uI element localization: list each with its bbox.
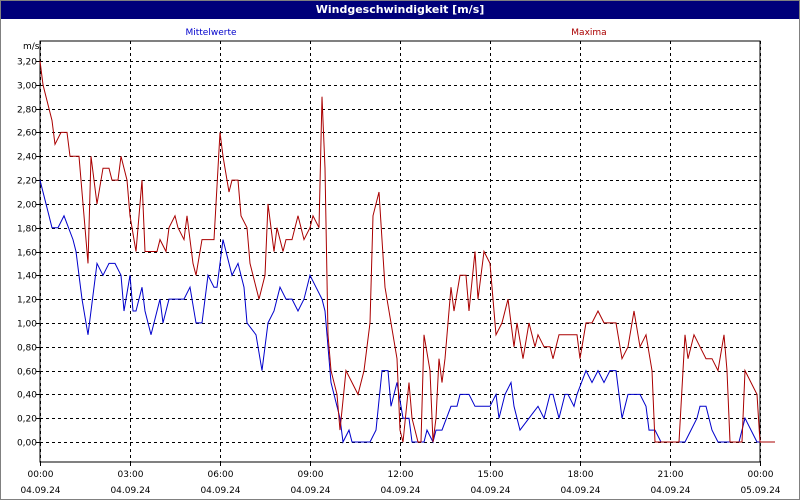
y-tick-label: 3,20 xyxy=(17,58,37,68)
y-tick-label: 2,60 xyxy=(17,129,37,139)
x-tick-label-time: 03:00 xyxy=(118,470,144,480)
x-tick-label-date: 04.09.24 xyxy=(110,486,150,496)
legend-maxima: Maxima xyxy=(571,28,606,38)
x-tick-label-date: 04.09.24 xyxy=(290,486,330,496)
x-tick-label-date: 04.09.24 xyxy=(380,486,420,496)
y-axis-label: m/s xyxy=(23,42,40,52)
y-tick-label: 1,40 xyxy=(17,272,37,282)
x-tick-label-date: 04.09.24 xyxy=(470,486,510,496)
y-tick-label: 2,80 xyxy=(17,106,37,116)
x-tick-label-date: 04.09.24 xyxy=(200,486,240,496)
x-tick-label-date: 04.09.24 xyxy=(20,486,60,496)
y-tick-label: 0,60 xyxy=(17,368,37,378)
x-tick-label-time: 15:00 xyxy=(478,470,504,480)
y-tick-label: 1,80 xyxy=(17,225,37,235)
chart-title: Windgeschwindigkeit [m/s] xyxy=(1,1,799,19)
legend-mittelwerte: Mittelwerte xyxy=(185,28,236,38)
x-tick-label-time: 21:00 xyxy=(658,470,684,480)
series-line-maxima xyxy=(39,60,775,443)
x-tick-label-date: 04.09.24 xyxy=(650,486,690,496)
y-tick-label: 1,60 xyxy=(17,249,37,259)
x-tick-label-time: 00:00 xyxy=(748,470,774,480)
x-tick-label-time: 18:00 xyxy=(568,470,594,480)
y-tick-label: 3,00 xyxy=(17,82,37,92)
y-tick-label: 2,20 xyxy=(17,177,37,187)
y-tick-label: 0,40 xyxy=(17,391,37,401)
y-tick-label: 1,20 xyxy=(17,296,37,306)
x-tick-label-date: 05.09.24 xyxy=(740,486,780,496)
y-tick-label: 2,00 xyxy=(17,201,37,211)
y-tick-label: 2,40 xyxy=(17,153,37,163)
x-tick-label-time: 06:00 xyxy=(208,470,234,480)
y-tick-label: 0,00 xyxy=(17,439,37,449)
x-tick-label-time: 12:00 xyxy=(388,470,414,480)
y-tick-label: 0,20 xyxy=(17,415,37,425)
x-tick-label-time: 00:00 xyxy=(28,470,54,480)
x-tick-label-time: 09:00 xyxy=(298,470,324,480)
series-line-mittelwerte xyxy=(39,179,760,444)
x-tick-label-date: 04.09.24 xyxy=(560,486,600,496)
y-tick-label: 0,80 xyxy=(17,344,37,354)
y-tick-label: 1,00 xyxy=(17,320,37,330)
